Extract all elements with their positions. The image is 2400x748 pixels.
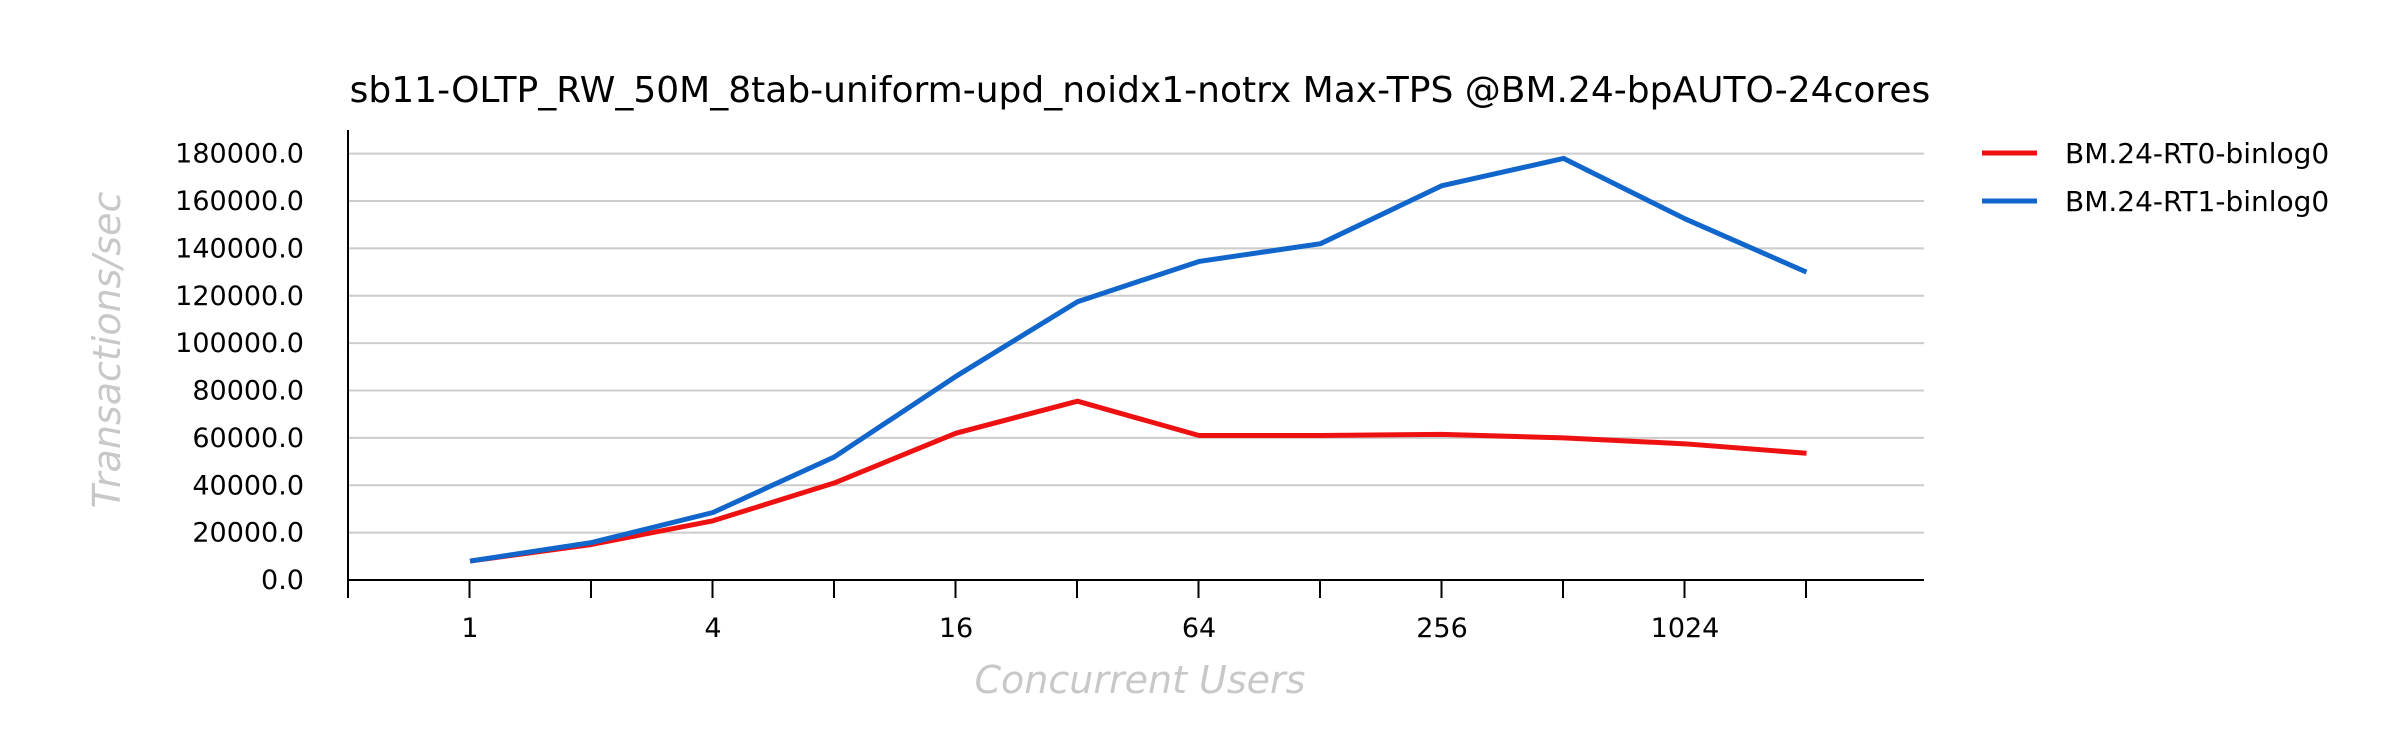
y-tick-label: 180000.0 [175,139,304,170]
legend: BM.24-RT0-binlog0 BM.24-RT1-binlog0 [1982,137,2329,218]
series-line-2 [469,155,1808,564]
x-tick-label: 16 [939,613,973,644]
y-tick-label: 140000.0 [175,233,304,264]
y-tick-label: 20000.0 [192,518,304,549]
x-tick-label: 64 [1182,613,1216,644]
chart-title: sb11-OLTP_RW_50M_8tab-uniform-upd_noidx1… [350,70,1931,111]
y-tick-label: 100000.0 [175,328,304,359]
y-tick-label: 60000.0 [192,423,304,454]
y-axis-ticks: 0.0 20000.0 40000.0 60000.0 80000.0 100000.0 1… [175,139,304,596]
legend-entry: BM.24-RT0-binlog0 [2065,137,2329,170]
x-tick-label: 4 [704,613,721,644]
y-tick-label: 160000.0 [175,186,304,217]
y-tick-label: 80000.0 [192,376,304,407]
x-tick-label: 256 [1416,613,1468,644]
x-axis-label: Concurrent Users [975,658,1306,702]
x-tick-label: 1 [461,613,478,644]
x-tick-label: 1024 [1651,613,1720,644]
y-axis-label: Transactions/sec [85,192,129,509]
x-axis-ticks: 1 4 16 64 256 1024 [347,580,1807,644]
legend-entry: BM.24-RT1-binlog0 [2065,185,2329,218]
axes [347,130,1924,581]
grid-lines [348,152,1924,534]
y-tick-label: 0.0 [261,565,304,596]
series-line-1 [469,398,1807,564]
y-tick-label: 40000.0 [192,470,304,501]
series-lines [469,155,1808,564]
y-tick-label: 120000.0 [175,281,304,312]
